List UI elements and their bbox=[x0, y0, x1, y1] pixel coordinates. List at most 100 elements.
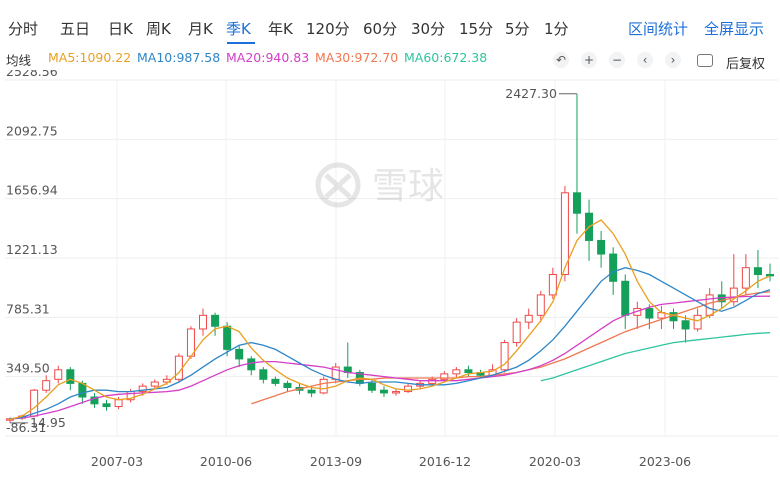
candle-body bbox=[392, 391, 401, 394]
candle-body bbox=[90, 396, 99, 405]
ma5-line bbox=[9, 219, 771, 421]
active-tab-underline bbox=[227, 42, 255, 44]
candle-body bbox=[247, 358, 256, 371]
chart-grid bbox=[5, 79, 778, 437]
candle-body bbox=[729, 287, 738, 303]
max-price-label: 2427.30 bbox=[505, 86, 557, 101]
back-icon[interactable]: ↶ bbox=[553, 52, 569, 68]
tab-10[interactable]: 15分 bbox=[459, 20, 494, 38]
tab-12[interactable]: 1分 bbox=[544, 20, 569, 38]
ma5-label: MA5:1090.22 bbox=[48, 50, 132, 65]
tab-2[interactable]: 日K bbox=[108, 20, 133, 38]
zoom-out-icon[interactable]: − bbox=[609, 52, 625, 68]
period-tabs: 分时 五日 日K 周K 月K 季K 年K 120分 60分 30分 15分 5分 1分 bbox=[0, 0, 780, 44]
candle-body bbox=[440, 373, 449, 380]
tab-6[interactable]: 年K bbox=[268, 20, 293, 38]
candle-body bbox=[536, 294, 545, 316]
tab-7[interactable]: 120分 bbox=[306, 20, 350, 38]
candle-body bbox=[379, 389, 388, 394]
tab-3[interactable]: 周K bbox=[146, 20, 171, 38]
candle-body bbox=[645, 308, 654, 319]
y-tick-label: 785.31 bbox=[6, 301, 50, 316]
tab-11[interactable]: 5分 bbox=[505, 20, 530, 38]
restore-rights-toggle[interactable]: 后复权 bbox=[726, 57, 766, 72]
ma20-label: MA20:940.83 bbox=[226, 50, 310, 65]
candle-body bbox=[199, 314, 208, 330]
x-tick-label: 2013-09 bbox=[310, 454, 362, 469]
watermark-text: 雪球 bbox=[372, 166, 444, 207]
tab-8[interactable]: 60分 bbox=[363, 20, 398, 38]
zoom-in-icon[interactable]: + bbox=[581, 52, 597, 68]
tab-9[interactable]: 30分 bbox=[411, 20, 446, 38]
candle-body bbox=[114, 399, 123, 408]
candle-body bbox=[42, 380, 51, 391]
ma10-line bbox=[9, 267, 771, 420]
candle-body bbox=[150, 381, 159, 387]
candle-body bbox=[138, 385, 147, 393]
candle-body bbox=[259, 369, 268, 380]
ma-avg-label: 均线 bbox=[6, 53, 32, 68]
candle-body bbox=[548, 273, 557, 296]
candle-body bbox=[307, 389, 316, 394]
ma20-line bbox=[9, 295, 771, 420]
tab-1[interactable]: 五日 bbox=[60, 20, 91, 38]
battery-icon[interactable] bbox=[697, 54, 713, 67]
prev-icon[interactable]: ‹ bbox=[637, 52, 653, 68]
axis-labels: 2528.56 2092.75 1656.94 1221.13 785.31 349.50… bbox=[6, 70, 691, 469]
x-tick-label: 2016-12 bbox=[419, 454, 471, 469]
min-price-label: 14.95 bbox=[30, 415, 66, 430]
watermark-logo-icon bbox=[315, 162, 361, 208]
candle-body bbox=[319, 378, 328, 394]
candle-body bbox=[705, 294, 714, 316]
candle-body bbox=[223, 325, 232, 350]
watermark-cross-icon bbox=[324, 173, 352, 199]
tab-4[interactable]: 月K bbox=[188, 20, 213, 38]
candle-body bbox=[367, 382, 376, 391]
y-tick-label: -86.31 bbox=[6, 420, 46, 435]
ma-lines bbox=[9, 219, 771, 421]
range-stats-link[interactable]: 区间统计 bbox=[628, 20, 689, 38]
candle-body bbox=[66, 369, 75, 384]
tab-5[interactable]: 季K bbox=[226, 20, 251, 38]
candle-body bbox=[681, 320, 690, 330]
candle-body bbox=[211, 314, 220, 327]
x-tick-label: 2007-03 bbox=[91, 454, 143, 469]
ma60-line bbox=[540, 332, 771, 382]
candle-body bbox=[428, 378, 437, 384]
candle-body bbox=[741, 267, 750, 289]
x-tick-label: 2010-06 bbox=[200, 454, 252, 469]
candle-body bbox=[283, 382, 292, 388]
candle-body bbox=[452, 369, 461, 375]
candle-body bbox=[753, 267, 762, 275]
ma-legend: 均线 MA5:1090.22 MA10:987.58 MA20:940.83 M… bbox=[0, 48, 780, 68]
candle-body bbox=[609, 253, 618, 282]
tab-0[interactable]: 分时 bbox=[8, 20, 39, 38]
candle-body bbox=[500, 342, 509, 371]
x-tick-label: 2023-06 bbox=[639, 454, 691, 469]
candle-body bbox=[524, 314, 533, 323]
ma30-label: MA30:972.70 bbox=[315, 50, 399, 65]
y-tick-label: 349.50 bbox=[6, 361, 50, 376]
candle-body bbox=[693, 314, 702, 330]
y-tick-label: 2528.56 bbox=[6, 70, 58, 79]
candle-body bbox=[404, 385, 413, 393]
candle-body bbox=[54, 369, 63, 380]
candle-body bbox=[766, 273, 774, 277]
candle-body bbox=[235, 348, 244, 360]
candle-body bbox=[560, 192, 569, 275]
y-tick-label: 1656.94 bbox=[6, 183, 58, 198]
next-icon[interactable]: › bbox=[665, 52, 681, 68]
candle-body bbox=[597, 239, 606, 255]
candle-body bbox=[512, 321, 521, 344]
candle-body bbox=[464, 369, 473, 374]
fullscreen-link[interactable]: 全屏显示 bbox=[704, 20, 765, 38]
x-tick-label: 2020-03 bbox=[529, 454, 581, 469]
y-tick-label: 2092.75 bbox=[6, 123, 58, 138]
ma60-label: MA60:672.38 bbox=[404, 50, 488, 65]
y-tick-label: 1221.13 bbox=[6, 242, 58, 257]
candle-body bbox=[174, 355, 183, 380]
ma10-label: MA10:987.58 bbox=[137, 50, 221, 65]
candle-body bbox=[572, 192, 581, 214]
kline-chart[interactable]: 雪球 2528.56 2092.75 1656.94 1221.13 785.31 349… bbox=[0, 70, 780, 483]
candle-body bbox=[102, 403, 111, 408]
